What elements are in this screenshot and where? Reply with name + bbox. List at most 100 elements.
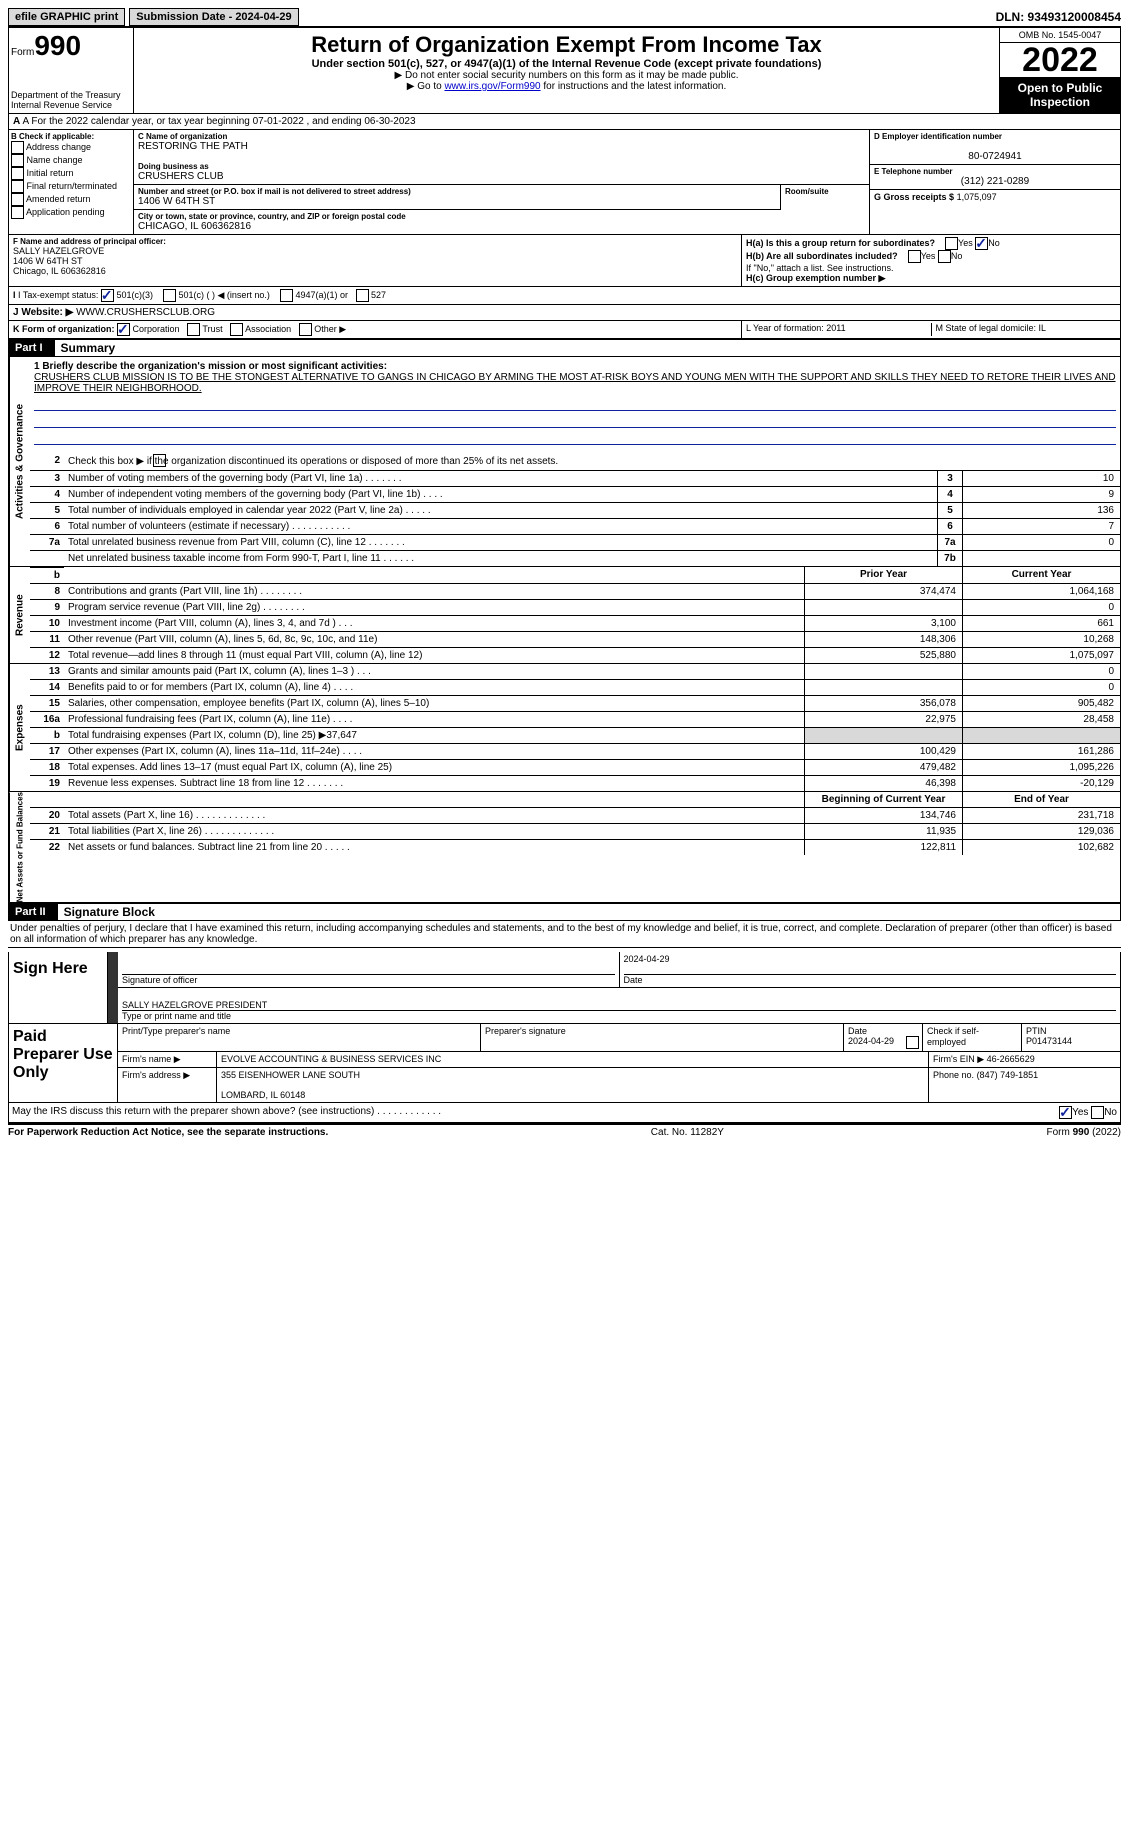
firm-phone: Phone no. (847) 749-1851	[929, 1068, 1120, 1102]
side-ag: Activities & Governance	[9, 357, 30, 566]
firm-addr-lbl: Firm's address ▶	[118, 1068, 217, 1102]
col-b: B Check if applicable: Address change Na…	[9, 130, 134, 234]
line-a: A A For the 2022 calendar year, or tax y…	[9, 114, 1120, 130]
ein: 80-0724941	[874, 151, 1116, 162]
table-row: 22Net assets or fund balances. Subtract …	[30, 840, 1120, 855]
ein-label: D Employer identification number	[874, 132, 1116, 141]
table-row: Net unrelated business taxable income fr…	[30, 551, 1120, 566]
table-row: 13Grants and similar amounts paid (Part …	[30, 664, 1120, 680]
dba: CRUSHERS CLUB	[138, 171, 865, 182]
hc: H(c) Group exemption number ▶	[746, 273, 1116, 284]
row-bcde: B Check if applicable: Address change Na…	[8, 130, 1121, 235]
irs-link[interactable]: www.irs.gov/Form990	[444, 81, 540, 92]
hb-note: If "No," attach a list. See instructions…	[746, 263, 1116, 273]
form-number: Form990	[11, 30, 131, 62]
open-to-public: Open to Public Inspection	[1000, 77, 1120, 113]
row-i: I I Tax-exempt status: 501(c)(3) 501(c) …	[8, 287, 1121, 305]
dln: DLN: 93493120008454	[996, 10, 1121, 24]
table-row: 6Total number of volunteers (estimate if…	[30, 519, 1120, 535]
table-row: 9Program service revenue (Part VIII, lin…	[30, 600, 1120, 616]
paid-label: Paid Preparer Use Only	[9, 1024, 117, 1102]
prep-ptin: PTIN P01473144	[1022, 1024, 1120, 1052]
line-j: J Website: ▶ WWW.CRUSHERSCLUB.ORG	[9, 305, 1120, 321]
table-row: 4Number of independent voting members of…	[30, 487, 1120, 503]
phone: (312) 221-0289	[874, 176, 1116, 187]
sig-name-label: Type or print name and title	[122, 1010, 1116, 1021]
table-row: 17Other expenses (Part IX, column (A), l…	[30, 744, 1120, 760]
part2-header: Part II Signature Block	[8, 903, 1121, 921]
prep-sig: Preparer's signature	[481, 1024, 844, 1052]
return-title: Return of Organization Exempt From Incom…	[138, 32, 995, 58]
table-row: 10Investment income (Part VIII, column (…	[30, 616, 1120, 632]
table-row: 8Contributions and grants (Part VIII, li…	[30, 584, 1120, 600]
sign-block: Sign Here Signature of officer 2024-04-2…	[8, 952, 1121, 1024]
table-row: 20Total assets (Part X, line 16) . . . .…	[30, 808, 1120, 824]
side-na: Net Assets or Fund Balances	[9, 792, 30, 902]
sig-date: 2024-04-29	[624, 954, 670, 964]
state-domicile: M State of legal domicile: IL	[932, 323, 1117, 336]
ha: H(a) Is this a group return for subordin…	[746, 237, 1116, 250]
header: Form990 Department of the Treasury Inter…	[8, 26, 1121, 114]
side-exp: Expenses	[9, 664, 30, 791]
hint1: ▶ Do not enter social security numbers o…	[138, 70, 995, 81]
tax-year: 2022	[1000, 43, 1120, 77]
topbar: efile GRAPHIC print Submission Date - 20…	[8, 8, 1121, 26]
arrow-icon	[108, 952, 118, 1023]
hdr-beg: Beginning of Current Year	[804, 792, 962, 807]
table-row: 16aProfessional fundraising fees (Part I…	[30, 712, 1120, 728]
hb: H(b) Are all subordinates included? Yes …	[746, 250, 1116, 263]
row-k: K Form of organization: Corporation Trus…	[8, 321, 1121, 339]
table-row: 12Total revenue—add lines 8 through 11 (…	[30, 648, 1120, 663]
hint2: ▶ Go to www.irs.gov/Form990 for instruct…	[138, 81, 995, 92]
summary-na: Net Assets or Fund Balances Beginning of…	[8, 792, 1121, 903]
line2: Check this box ▶ if the organization dis…	[64, 453, 1120, 470]
firm-name-lbl: Firm's name ▶	[118, 1052, 217, 1068]
city-label: City or town, state or province, country…	[138, 212, 865, 221]
firm-ein: Firm's EIN ▶ 46-2665629	[929, 1052, 1120, 1068]
table-row: 21Total liabilities (Part X, line 26) . …	[30, 824, 1120, 840]
table-row: 7aTotal unrelated business revenue from …	[30, 535, 1120, 551]
table-row: 3Number of voting members of the governi…	[30, 471, 1120, 487]
prep-check: Check if self-employed	[923, 1024, 1022, 1052]
part1-header: Part I Summary	[8, 339, 1121, 357]
table-row: 5Total number of individuals employed in…	[30, 503, 1120, 519]
name-label: C Name of organization	[138, 132, 865, 141]
footer-right: Form 990 (2022)	[1047, 1127, 1121, 1138]
addr-label: Number and street (or P.O. box if mail i…	[138, 187, 776, 196]
row-fh: F Name and address of principal officer:…	[8, 235, 1121, 287]
table-row: 11Other revenue (Part VIII, column (A), …	[30, 632, 1120, 648]
subtitle: Under section 501(c), 527, or 4947(a)(1)…	[138, 58, 995, 70]
dept: Department of the Treasury Internal Reve…	[11, 90, 131, 110]
irs-discuss: May the IRS discuss this return with the…	[8, 1103, 1121, 1123]
org-name: RESTORING THE PATH	[138, 141, 865, 152]
phone-label: E Telephone number	[874, 167, 1116, 176]
sig-officer-label: Signature of officer	[122, 974, 615, 985]
sign-here-label: Sign Here	[9, 952, 108, 1023]
summary-ag: Activities & Governance 1 Briefly descri…	[8, 357, 1121, 567]
table-row: 14Benefits paid to or for members (Part …	[30, 680, 1120, 696]
firm-addr: 355 EISENHOWER LANE SOUTH LOMBARD, IL 60…	[217, 1068, 929, 1102]
table-row: 19Revenue less expenses. Subtract line 1…	[30, 776, 1120, 791]
footer-left: For Paperwork Reduction Act Notice, see …	[8, 1127, 328, 1138]
perjury: Under penalties of perjury, I declare th…	[8, 921, 1121, 948]
firm-name: EVOLVE ACCOUNTING & BUSINESS SERVICES IN…	[217, 1052, 929, 1068]
dba-label: Doing business as	[138, 162, 865, 171]
side-rev: Revenue	[9, 567, 30, 663]
paid-preparer: Paid Preparer Use Only Print/Type prepar…	[8, 1024, 1121, 1103]
footer: For Paperwork Reduction Act Notice, see …	[8, 1123, 1121, 1138]
table-row: bTotal fundraising expenses (Part IX, co…	[30, 728, 1120, 744]
officer-name: SALLY HAZELGROVE	[13, 246, 737, 256]
submission-btn[interactable]: Submission Date - 2024-04-29	[129, 8, 298, 26]
officer-addr: 1406 W 64TH ST Chicago, IL 606362816	[13, 256, 737, 276]
table-row: 15Salaries, other compensation, employee…	[30, 696, 1120, 712]
hdr-end: End of Year	[962, 792, 1120, 807]
table-row: 18Total expenses. Add lines 13–17 (must …	[30, 760, 1120, 776]
summary-exp: Expenses 13Grants and similar amounts pa…	[8, 664, 1121, 792]
footer-mid: Cat. No. 11282Y	[651, 1127, 724, 1138]
officer-label: F Name and address of principal officer:	[13, 237, 737, 246]
hdr-prior: Prior Year	[804, 567, 962, 583]
hdr-curr: Current Year	[962, 567, 1120, 583]
year-formation: L Year of formation: 2011	[746, 323, 932, 336]
summary-rev: Revenue b Prior Year Current Year 8Contr…	[8, 567, 1121, 664]
efile-btn[interactable]: efile GRAPHIC print	[8, 8, 125, 26]
